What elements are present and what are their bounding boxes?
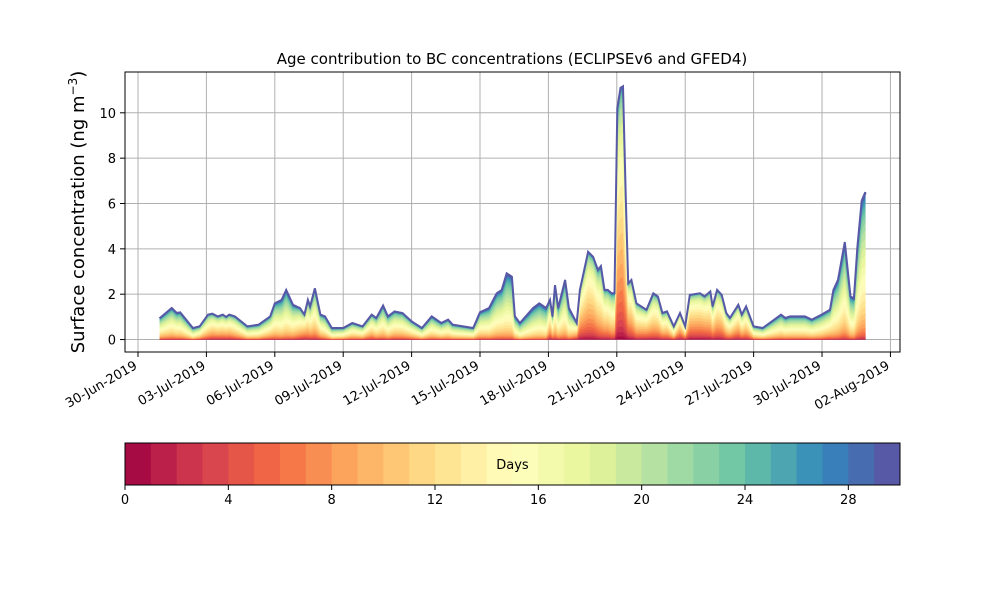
colorbar-frame	[124, 442, 901, 486]
y-axis-label-end: )	[68, 71, 89, 78]
colorbar-bin-2	[176, 443, 203, 485]
colorbar-bin-11	[409, 443, 436, 485]
colorbar-bin-22	[693, 443, 720, 485]
colorbar-bin-15	[512, 443, 539, 485]
colorbar-bin-13	[460, 443, 488, 485]
colorbar-label: Days	[496, 458, 529, 473]
colorbar-bin-10	[383, 443, 410, 485]
y-tick-label: 8	[108, 152, 116, 167]
colorbar-bin-16	[538, 443, 565, 485]
colorbar-bin-6	[280, 443, 307, 485]
colorbar-bin-5	[254, 443, 281, 485]
colorbar-bin-21	[667, 443, 694, 485]
colorbar-bin-3	[202, 443, 229, 485]
colorbar-bin-7	[305, 443, 333, 485]
colorbar-bin-25	[770, 443, 798, 485]
y-axis: 0 2 4 6 8 10	[99, 107, 125, 349]
colorbar-bin-29	[874, 443, 901, 485]
y-axis-label-main: Surface concentration (ng m	[68, 95, 89, 353]
y-axis-label-superscript: −3	[66, 78, 80, 96]
age-layer-day-29	[158, 84, 867, 331]
colorbar-bin-18	[590, 443, 617, 485]
colorbar-tick-label: 8	[328, 493, 336, 508]
colorbar-bin-27	[822, 443, 849, 485]
colorbar-bin-23	[719, 443, 746, 485]
colorbar-bin-9	[357, 443, 384, 485]
plot-frame	[124, 71, 901, 353]
colorbar-tick-label: 12	[427, 493, 444, 508]
colorbar-bin-24	[745, 443, 772, 485]
colorbar-bin-14	[486, 443, 513, 485]
y-tick-label: 0	[108, 334, 116, 349]
colorbar-bin-8	[331, 443, 358, 485]
colorbar-bin-28	[848, 443, 875, 485]
colorbar-bin-12	[435, 443, 462, 485]
colorbar-tick-label: 0	[121, 493, 129, 508]
stacked-age-layers	[158, 84, 867, 340]
colorbar-tick-label: 24	[737, 493, 754, 508]
colorbar: Days 0 4 8 12 16 20 24 28	[121, 442, 901, 508]
y-axis-label: Surface concentration (ng m−3)	[66, 71, 89, 354]
colorbar-bin-19	[615, 443, 643, 485]
colorbar-tick-label: 4	[224, 493, 232, 508]
colorbar-bin-17	[564, 443, 591, 485]
colorbar-bin-20	[641, 443, 668, 485]
chart-title: Age contribution to BC concentrations (E…	[277, 50, 748, 68]
y-tick-label: 2	[108, 288, 116, 303]
colorbar-tick-label: 20	[633, 493, 650, 508]
colorbar-bin-0	[125, 443, 152, 485]
colorbar-tick-label: 28	[840, 493, 857, 508]
colorbar-tick-label: 16	[530, 493, 547, 508]
colorbar-bin-26	[796, 443, 823, 485]
y-tick-label: 10	[99, 107, 116, 122]
colorbar-bin-4	[228, 443, 255, 485]
y-tick-label: 4	[108, 243, 116, 258]
y-tick-label: 6	[108, 197, 116, 212]
colorbar-bin-1	[150, 443, 178, 485]
